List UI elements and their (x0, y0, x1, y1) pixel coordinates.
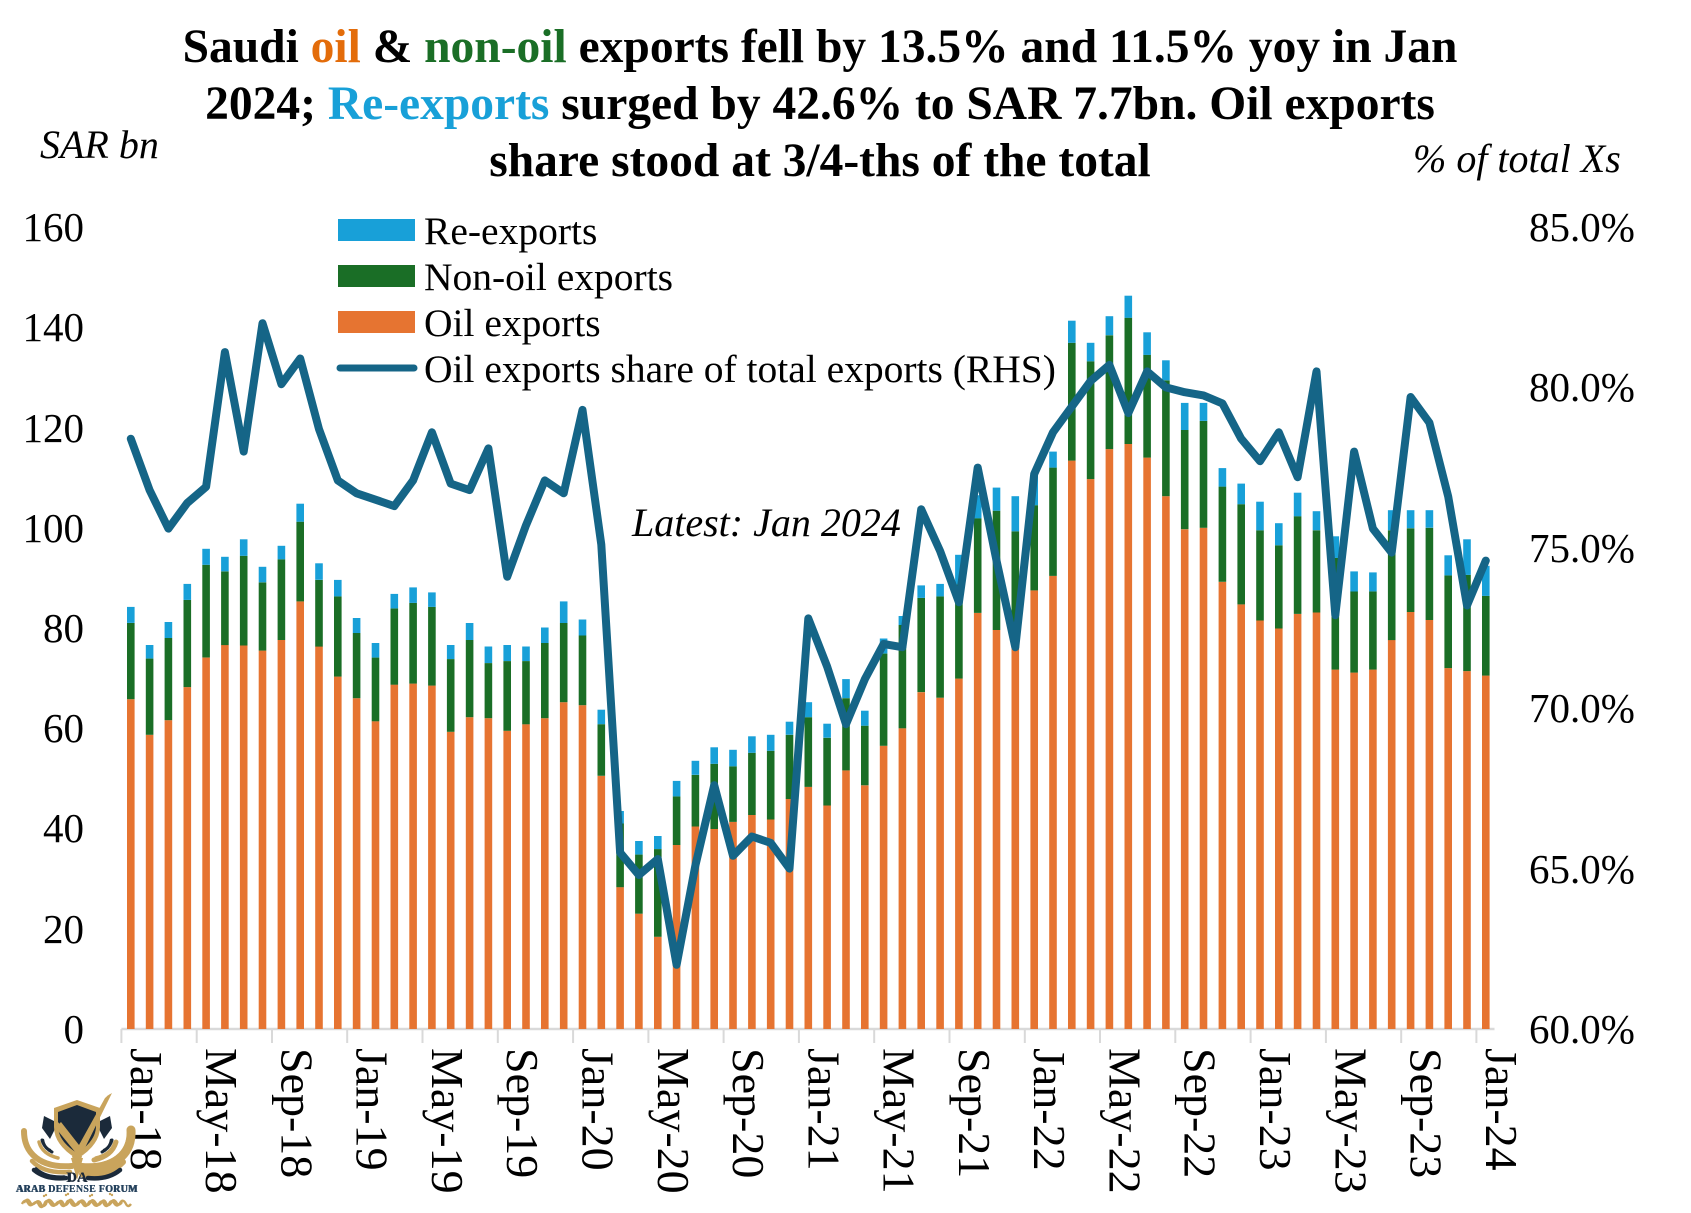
svg-text:60.0%: 60.0% (1529, 1006, 1635, 1052)
svg-text:ARAB DEFENSE FORUM: ARAB DEFENSE FORUM (16, 1184, 139, 1195)
svg-text:Latest: Jan 2024: Latest: Jan 2024 (631, 500, 901, 545)
svg-text:Sep-20: Sep-20 (723, 1048, 774, 1178)
svg-text:100: 100 (23, 505, 85, 551)
svg-text:Oil exports share of total exp: Oil exports share of total exports (RHS) (424, 347, 1056, 391)
svg-text:85.0%: 85.0% (1529, 204, 1635, 250)
svg-text:ARAB DEFENSE FORUM: ARAB DEFENSE FORUM (17, 1184, 138, 1195)
svg-text:140: 140 (23, 304, 85, 350)
svg-text:120: 120 (23, 405, 85, 451)
svg-text:Non-oil exports: Non-oil exports (424, 255, 673, 299)
svg-text:Sep-23: Sep-23 (1401, 1048, 1452, 1178)
svg-text:Oil exports: Oil exports (424, 301, 601, 345)
svg-text:Sep-18: Sep-18 (271, 1048, 322, 1178)
svg-text:Jan-19: Jan-19 (347, 1048, 398, 1171)
svg-text:May-22: May-22 (1099, 1048, 1150, 1194)
svg-text:Jan-21: Jan-21 (798, 1048, 849, 1171)
svg-text:May-23: May-23 (1325, 1048, 1376, 1194)
svg-text:80: 80 (43, 605, 84, 651)
svg-text:40: 40 (43, 805, 84, 851)
svg-text:75.0%: 75.0% (1529, 525, 1635, 571)
svg-text:Sep-19: Sep-19 (497, 1048, 548, 1178)
svg-text:70.0%: 70.0% (1529, 685, 1635, 731)
svg-text:Sep-21: Sep-21 (949, 1048, 1000, 1178)
svg-text:share stood at 3/4-ths of the: share stood at 3/4-ths of the total (489, 135, 1150, 187)
svg-text:160: 160 (23, 204, 85, 250)
svg-text:Jan-23: Jan-23 (1250, 1048, 1301, 1171)
svg-text:60: 60 (43, 705, 84, 751)
svg-text:80.0%: 80.0% (1529, 364, 1635, 410)
svg-text:Jan-22: Jan-22 (1024, 1048, 1075, 1171)
svg-text:Re-exports: Re-exports (424, 209, 597, 253)
svg-text:May-20: May-20 (648, 1048, 699, 1194)
svg-text:Jan-24: Jan-24 (1476, 1048, 1527, 1171)
svg-text:0: 0 (64, 1006, 85, 1052)
svg-text:20: 20 (43, 906, 84, 952)
svg-text:Jan-20: Jan-20 (573, 1048, 624, 1171)
svg-text:May-19: May-19 (422, 1048, 473, 1194)
svg-text:Sep-22: Sep-22 (1175, 1048, 1226, 1178)
svg-text:DA: DA (66, 1170, 88, 1186)
svg-text:% of total Xs: % of total Xs (1413, 136, 1621, 181)
svg-text:65.0%: 65.0% (1529, 846, 1635, 892)
svg-text:Saudi oil & non-oil exports fe: Saudi oil & non-oil exports fell by 13.5… (183, 21, 1458, 73)
svg-text:May-18: May-18 (196, 1048, 247, 1194)
svg-text:2024; Re-exports surged by 42.: 2024; Re-exports surged by 42.6% to SAR … (205, 78, 1435, 130)
svg-text:May-21: May-21 (874, 1048, 925, 1194)
svg-text:SAR bn: SAR bn (40, 122, 159, 167)
